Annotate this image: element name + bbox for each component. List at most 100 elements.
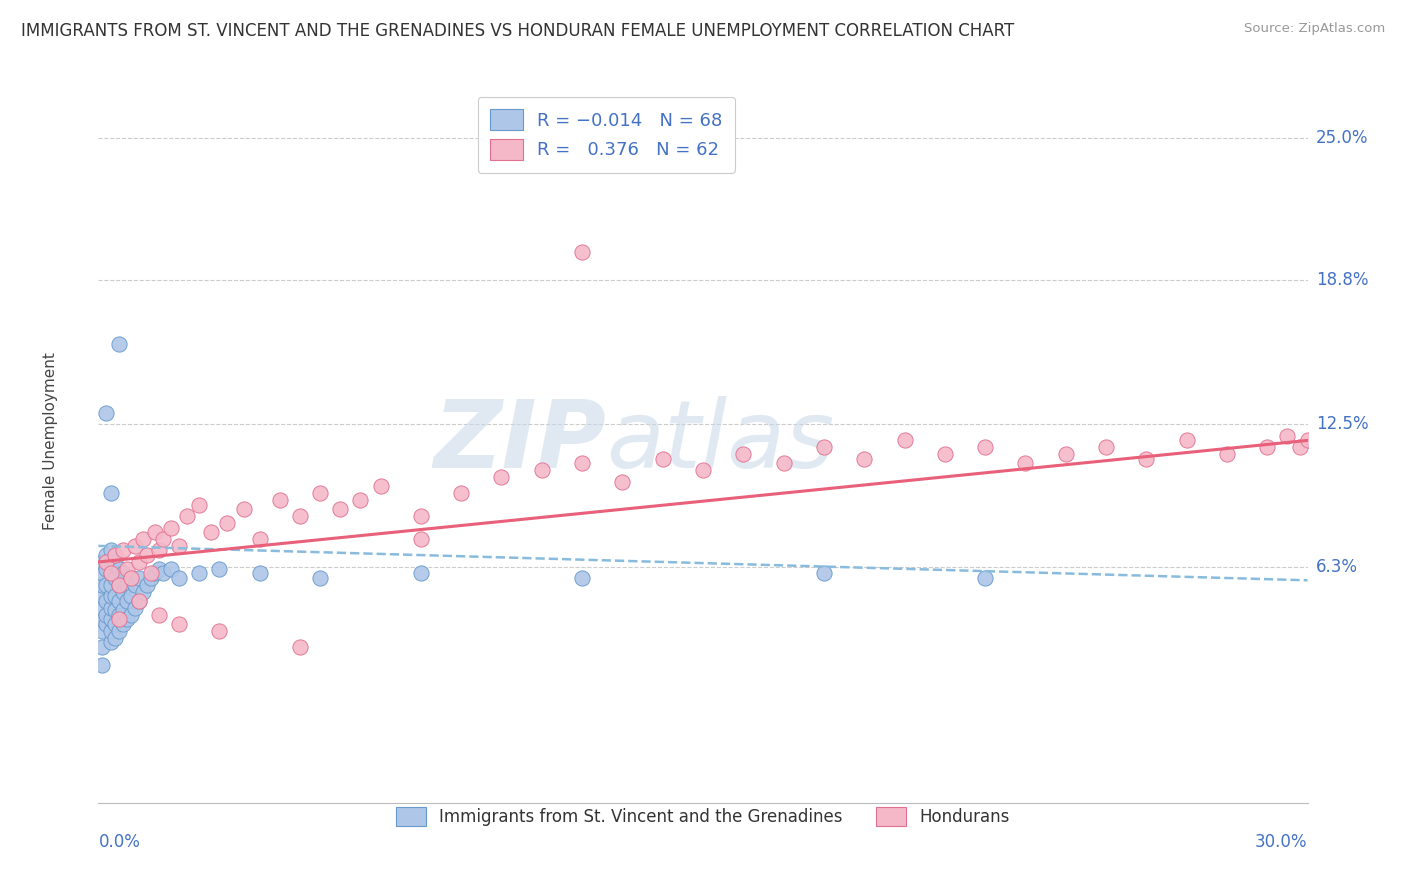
Point <box>91 566 114 581</box>
Point <box>232 502 254 516</box>
Text: 6.3%: 6.3% <box>1316 558 1358 575</box>
Point <box>103 603 125 617</box>
Point <box>167 616 190 631</box>
Point <box>111 566 134 581</box>
Point <box>107 337 129 351</box>
Point <box>100 612 122 626</box>
Point <box>100 635 122 649</box>
Point <box>128 571 150 585</box>
Point <box>124 600 146 615</box>
Point <box>96 594 118 608</box>
Point <box>1216 447 1239 461</box>
Legend: Immigrants from St. Vincent and the Grenadines, Hondurans: Immigrants from St. Vincent and the Gren… <box>384 796 1022 838</box>
Point <box>217 516 239 530</box>
Point <box>124 539 146 553</box>
Point <box>571 571 593 585</box>
Point <box>115 612 138 626</box>
Point <box>103 590 125 604</box>
Point <box>148 607 170 622</box>
Point <box>107 562 129 576</box>
Point <box>288 640 311 654</box>
Text: 30.0%: 30.0% <box>1256 833 1308 851</box>
Point <box>100 486 122 500</box>
Point <box>115 562 138 576</box>
Point <box>100 578 122 592</box>
Point <box>96 578 118 592</box>
Point <box>409 566 432 581</box>
Point <box>934 447 956 461</box>
Point <box>571 245 593 260</box>
Point <box>450 486 472 500</box>
Point <box>167 539 190 553</box>
Point <box>111 616 134 631</box>
Point <box>692 463 714 477</box>
Point <box>103 631 125 645</box>
Point <box>893 434 915 448</box>
Point <box>974 440 997 454</box>
Point <box>107 578 129 592</box>
Point <box>107 607 129 622</box>
Point <box>612 475 634 489</box>
Point <box>100 555 122 569</box>
Point <box>128 555 150 569</box>
Point <box>152 532 174 546</box>
Point <box>96 555 118 569</box>
Point <box>111 603 134 617</box>
Point <box>1175 434 1198 448</box>
Point <box>288 509 311 524</box>
Point <box>143 525 166 540</box>
Point <box>115 578 138 592</box>
Point <box>103 555 125 569</box>
Point <box>530 463 553 477</box>
Point <box>100 590 122 604</box>
Point <box>107 612 129 626</box>
Point <box>148 543 170 558</box>
Text: IMMIGRANTS FROM ST. VINCENT AND THE GRENADINES VS HONDURAN FEMALE UNEMPLOYMENT C: IMMIGRANTS FROM ST. VINCENT AND THE GREN… <box>21 22 1014 40</box>
Point <box>120 590 142 604</box>
Point <box>813 566 835 581</box>
Point <box>139 566 162 581</box>
Point <box>974 571 997 585</box>
Point <box>409 532 432 546</box>
Point <box>107 594 129 608</box>
Point <box>370 479 392 493</box>
Point <box>91 555 114 569</box>
Point <box>103 571 125 585</box>
Point <box>329 502 352 516</box>
Point <box>91 658 114 673</box>
Point <box>96 548 118 562</box>
Point <box>651 451 673 466</box>
Point <box>160 520 183 534</box>
Point <box>139 571 162 585</box>
Text: atlas: atlas <box>606 396 835 487</box>
Point <box>309 486 332 500</box>
Point <box>96 616 118 631</box>
Point <box>167 571 190 585</box>
Text: ZIP: ZIP <box>433 395 606 488</box>
Point <box>100 566 122 581</box>
Point <box>96 607 118 622</box>
Point <box>111 543 134 558</box>
Point <box>128 594 150 608</box>
Point <box>309 571 332 585</box>
Point <box>100 566 122 581</box>
Point <box>1256 440 1278 454</box>
Point <box>120 571 142 585</box>
Text: 12.5%: 12.5% <box>1316 416 1368 434</box>
Point <box>135 548 157 562</box>
Point <box>152 566 174 581</box>
Point <box>132 584 155 599</box>
Point <box>91 600 114 615</box>
Point <box>91 590 114 604</box>
Point <box>813 440 835 454</box>
Point <box>200 525 222 540</box>
Point <box>107 624 129 638</box>
Text: 18.8%: 18.8% <box>1316 271 1368 289</box>
Text: Source: ZipAtlas.com: Source: ZipAtlas.com <box>1244 22 1385 36</box>
Point <box>132 532 155 546</box>
Point <box>107 578 129 592</box>
Point <box>1296 434 1319 448</box>
Point <box>91 624 114 638</box>
Point <box>1095 440 1118 454</box>
Point <box>120 607 142 622</box>
